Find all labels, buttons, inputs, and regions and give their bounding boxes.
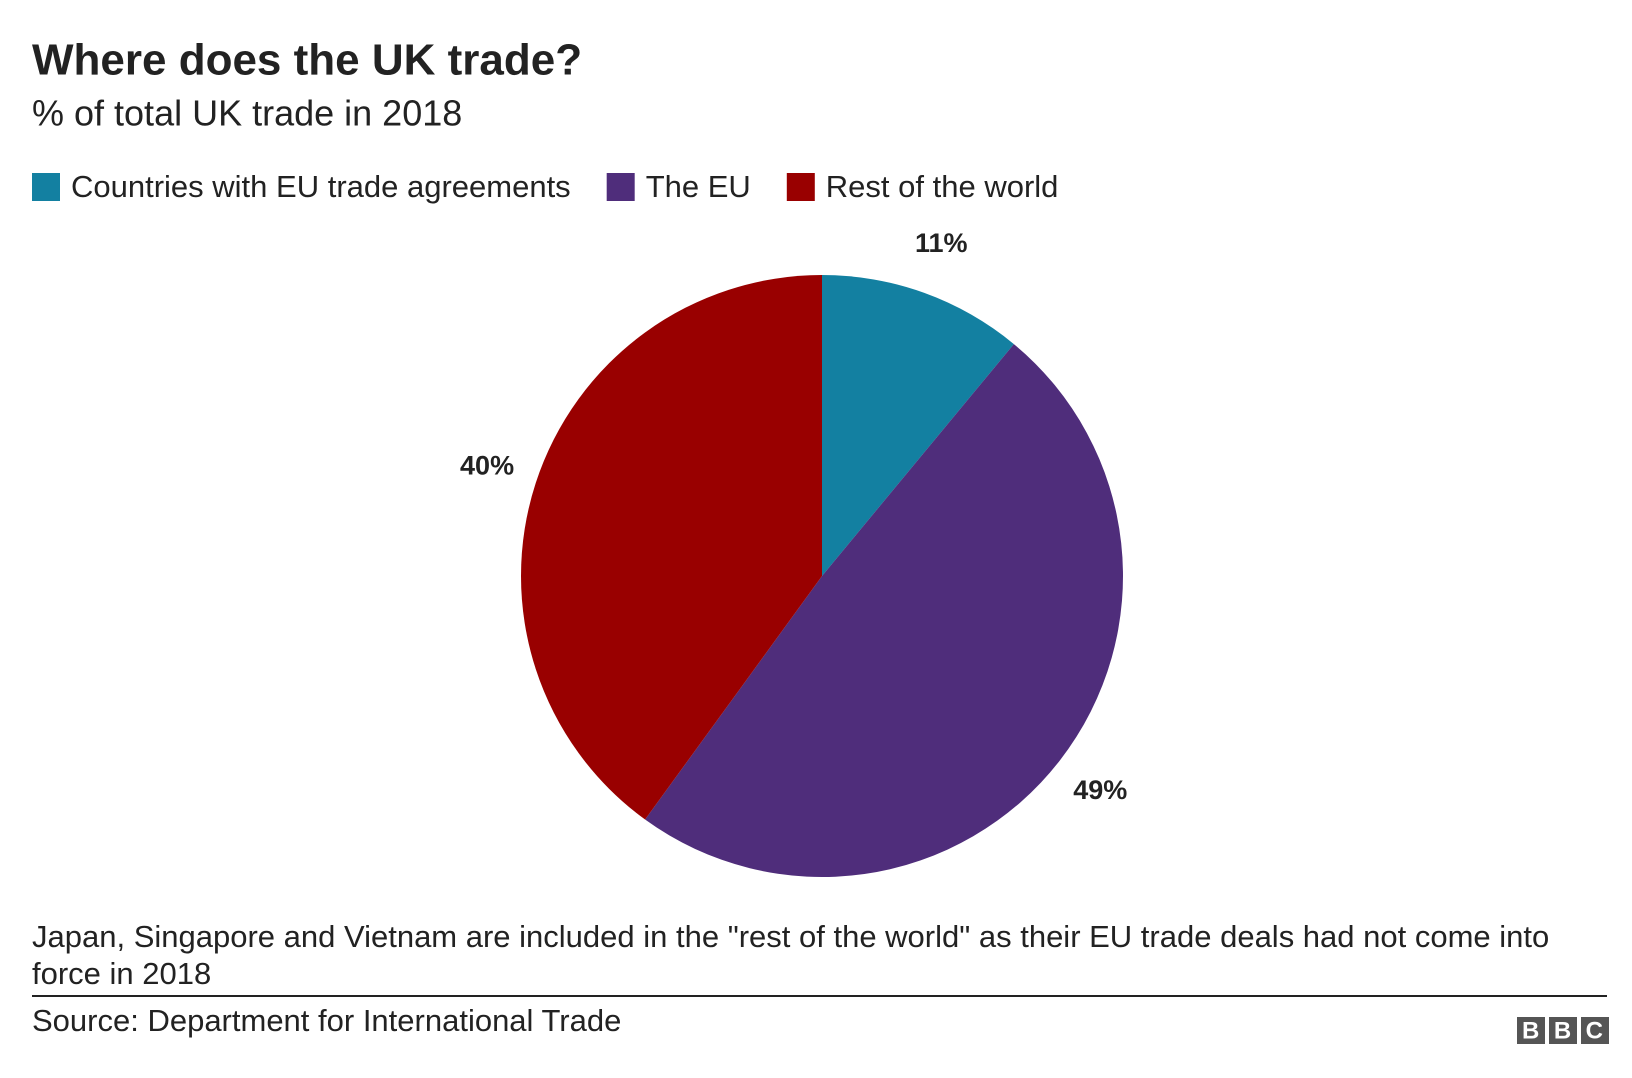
legend-label: The EU [646,169,751,204]
chart-subtitle: % of total UK trade in 2018 [32,93,462,134]
chart-title: Where does the UK trade? [32,36,582,85]
logo-text: BBC [1522,1017,1618,1044]
footnote: Japan, Singapore and Vietnam are include… [32,919,1550,991]
data-label: 40% [460,450,514,480]
data-label: 49% [1073,775,1127,805]
pie-slice [645,344,1123,877]
source: Source: Department for International Tra… [32,1003,621,1038]
legend-swatch [606,173,635,201]
legend-label: Rest of the world [826,169,1059,204]
logo-box [1581,1017,1609,1044]
logo-box [1549,1017,1577,1044]
legend-swatch [786,173,815,201]
pie-slice [822,275,1014,576]
logo-box [1517,1017,1545,1044]
legend-label: Countries with EU trade agreements [71,169,571,204]
data-label: 11% [915,228,968,258]
pie-slice [521,275,822,820]
bbc-logo: BBC [1517,1017,1618,1044]
legend-swatch [32,173,60,201]
